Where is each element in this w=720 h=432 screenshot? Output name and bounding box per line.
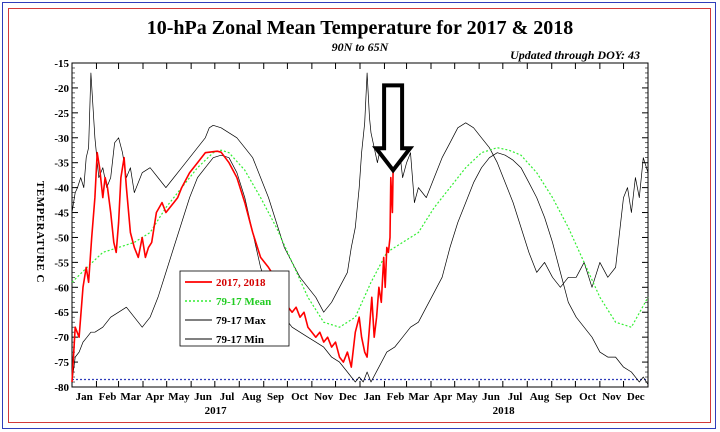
x-tick-label: Feb <box>99 391 117 403</box>
chart-title: 10-hPa Zonal Mean Temperature for 2017 &… <box>147 17 573 39</box>
series-group <box>71 72 649 385</box>
series-2017-2018-line <box>71 150 394 383</box>
x-tick-label: Feb <box>387 391 405 403</box>
y-tick-label: -80 <box>54 382 69 394</box>
x-tick-label: Mar <box>408 391 429 403</box>
y-tick-label: -70 <box>54 332 69 344</box>
x-tick-label: Jan <box>76 391 93 403</box>
x-tick-label: Jul <box>220 391 235 403</box>
inner-frame <box>8 8 711 423</box>
y-tick-label: -75 <box>54 357 69 369</box>
x-tick-label: Sep <box>555 391 572 403</box>
y-tick-label: -15 <box>54 58 69 70</box>
x-tick-label: Jun <box>194 391 212 403</box>
x-tick-label: Dec <box>339 391 357 403</box>
legend-box <box>179 270 290 347</box>
annotation-group <box>372 83 415 174</box>
legend: 2017, 2018 79-17 Mean 79-17 Max 79-17 Min <box>179 270 290 347</box>
y-tick-label: -25 <box>54 108 69 120</box>
legend-entry-min-label: 79-17 Min <box>216 334 264 346</box>
series-min-line <box>71 152 649 385</box>
plot-area <box>71 62 649 388</box>
y-tick-label: -50 <box>54 232 69 244</box>
x-tick-label: Nov <box>602 391 621 403</box>
y-tick-label: -30 <box>54 133 69 145</box>
x-tick-label: Mar <box>120 391 141 403</box>
y-axis-label: TEMPERATURE C <box>34 181 46 283</box>
x-tick-label: Nov <box>314 391 333 403</box>
y-tick-label: -55 <box>54 257 69 269</box>
y-tick-label: -35 <box>54 158 69 170</box>
x-tick-label: Sep <box>267 391 284 403</box>
update-note: Updated through DOY: 43 <box>510 48 640 62</box>
x-tick-label: Aug <box>530 391 550 403</box>
year-label: 2018 <box>493 405 516 417</box>
legend-entry-max-label: 79-17 Max <box>216 315 266 327</box>
x-tick-label: Dec <box>627 391 645 403</box>
x-tick-label: Apr <box>145 391 164 403</box>
y-tick-label: -40 <box>54 183 69 195</box>
y-tick-label: -60 <box>54 282 69 294</box>
y-tick-label: -65 <box>54 307 69 319</box>
plot-border <box>71 62 649 388</box>
x-tick-label: Aug <box>242 391 262 403</box>
legend-entry-mean-label: 79-17 Mean <box>216 296 271 308</box>
series-mean-line <box>71 147 649 328</box>
x-tick-label: May <box>456 391 478 403</box>
x-tick-label: Jun <box>482 391 500 403</box>
x-tick-label: Jul <box>508 391 523 403</box>
x-tick-label: Apr <box>433 391 452 403</box>
x-tick-label: Jan <box>364 391 381 403</box>
x-tick-label: Oct <box>291 391 308 403</box>
x-tick-label: May <box>168 391 190 403</box>
y-axis: -15 -20 -25 -30 -35 -40 -45 -50 -55 -60 -65 -70 -75 -… <box>54 58 648 394</box>
x-axis: Jan Feb Mar Apr May Jun Jul Aug Sep Oct Nov Dec Jan F… <box>71 63 645 417</box>
series-max-line <box>71 72 649 313</box>
legend-entry-2017-2018-label: 2017, 2018 <box>216 277 266 289</box>
x-tick-label: Oct <box>579 391 596 403</box>
down-arrow-icon <box>372 83 415 174</box>
year-label: 2017 <box>205 405 228 417</box>
chart-subtitle: 90N to 65N <box>332 40 390 54</box>
y-tick-label: -45 <box>54 208 69 220</box>
y-tick-label: -20 <box>54 83 69 95</box>
